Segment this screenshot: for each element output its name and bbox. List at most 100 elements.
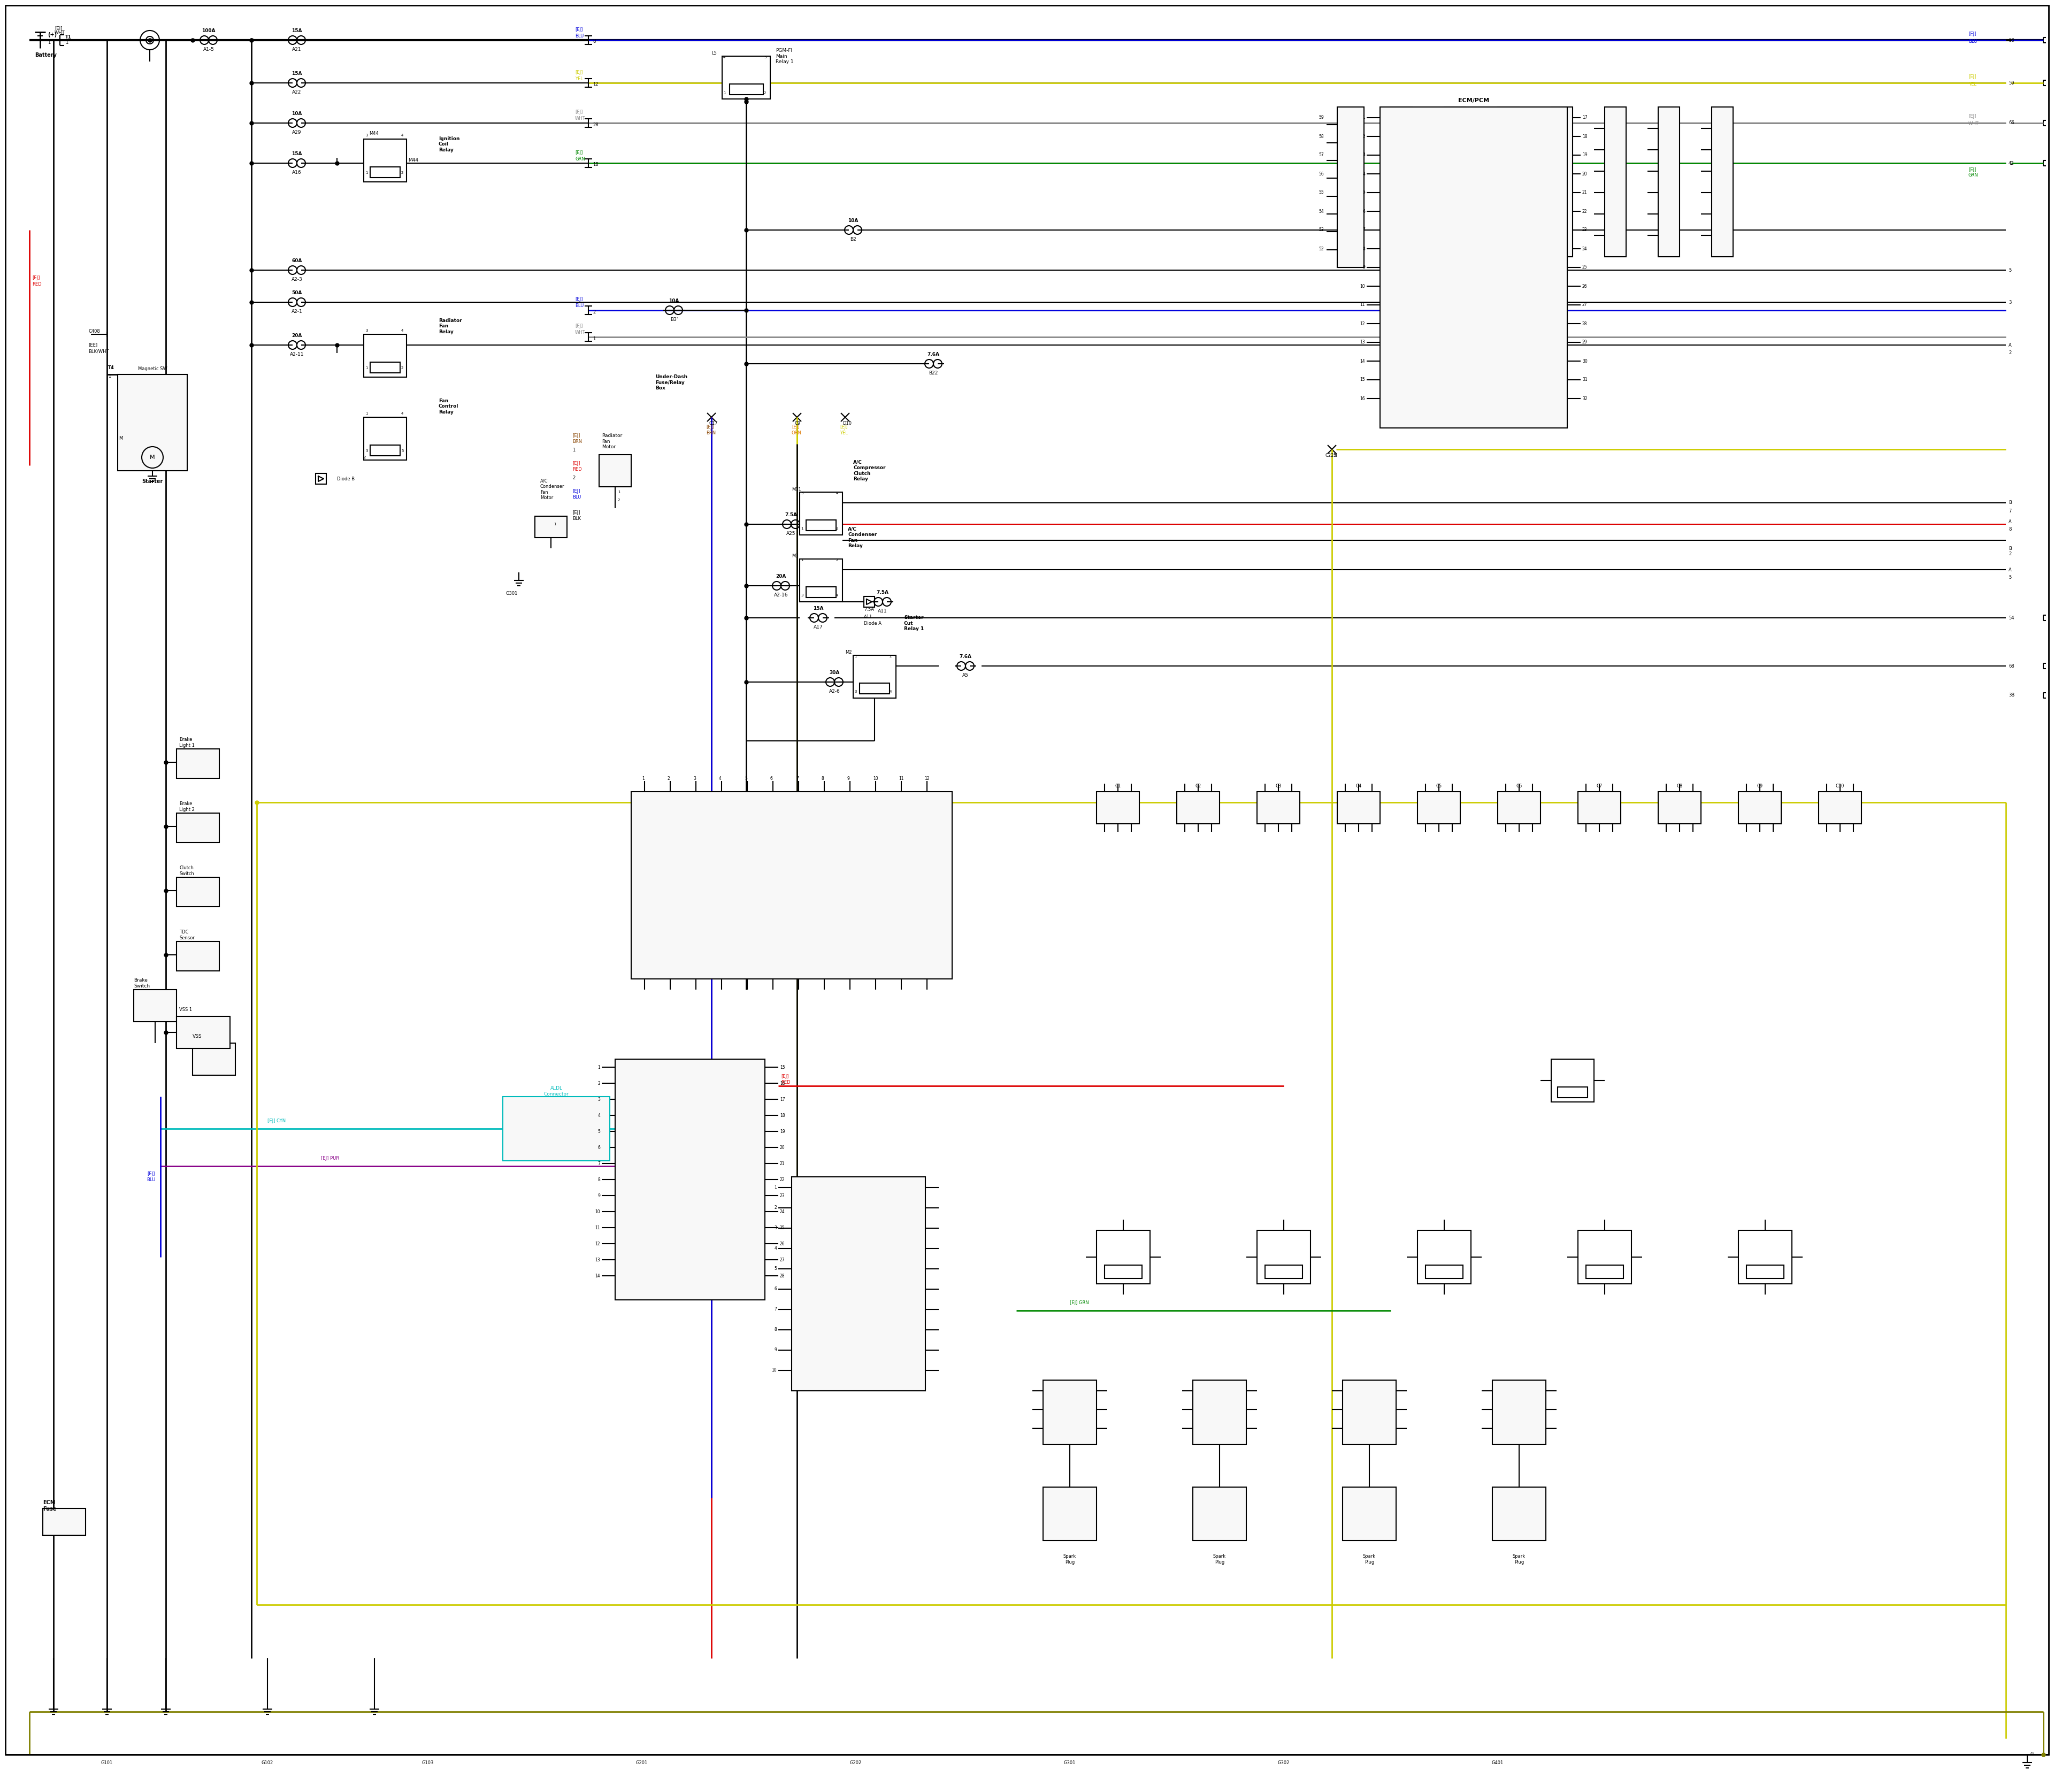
Bar (370, 362, 401, 373)
Bar (729, 84, 762, 95)
Text: [EJ] CYN: [EJ] CYN (267, 1118, 286, 1124)
Text: 20A: 20A (776, 573, 787, 579)
Text: [EJ]: [EJ] (575, 297, 583, 303)
Text: 4: 4 (1335, 453, 1337, 459)
Text: Starter
Cut
Relay 1: Starter Cut Relay 1 (904, 615, 924, 631)
Bar (1493, 1487, 1547, 1541)
Text: WHT: WHT (575, 330, 585, 335)
Text: 5: 5 (598, 1129, 600, 1134)
Bar (852, 656, 896, 699)
Text: A: A (2009, 520, 2011, 523)
Text: Diode A: Diode A (865, 620, 881, 625)
Text: 68: 68 (2009, 663, 2015, 668)
Text: 4: 4 (401, 330, 403, 332)
Text: C9: C9 (795, 421, 801, 426)
Text: [EJ]: [EJ] (1968, 115, 1976, 118)
Text: 15A: 15A (813, 606, 824, 611)
Text: Under-Dash
Fuse/Relay
Box: Under-Dash Fuse/Relay Box (655, 375, 688, 391)
Text: [EJ]
BLU: [EJ] BLU (573, 489, 581, 500)
Text: 30A: 30A (830, 670, 840, 676)
Text: [EJ]
ORN: [EJ] ORN (791, 425, 801, 435)
Text: 5: 5 (744, 776, 748, 781)
Text: [EJ] GRN: [EJ] GRN (1070, 1301, 1089, 1305)
Text: 66: 66 (2009, 120, 2015, 125)
Text: 3: 3 (801, 491, 803, 495)
Text: 3: 3 (801, 593, 803, 597)
Text: 5: 5 (401, 450, 403, 453)
Text: G401: G401 (1491, 1760, 1504, 1765)
Text: WHT: WHT (1968, 122, 1978, 127)
Text: ECM/PCM: ECM/PCM (1458, 99, 1489, 104)
Text: 12: 12 (596, 1242, 600, 1245)
Text: 2: 2 (2009, 552, 2011, 556)
Text: 10: 10 (1360, 283, 1366, 289)
Text: A17: A17 (813, 625, 824, 629)
Text: 1: 1 (618, 491, 620, 495)
Text: 1: 1 (366, 366, 368, 369)
Text: G103: G103 (421, 1760, 433, 1765)
Text: D10: D10 (842, 421, 852, 426)
Text: [EJ] PUR: [EJ] PUR (320, 1156, 339, 1161)
Bar (614, 1059, 764, 1299)
Text: 20: 20 (781, 1145, 785, 1150)
Bar (364, 335, 407, 376)
Text: G301: G301 (1064, 1760, 1076, 1765)
Text: 53: 53 (1319, 228, 1325, 233)
Text: 9: 9 (598, 1193, 600, 1199)
Bar (1343, 1380, 1397, 1444)
Text: 13: 13 (1360, 340, 1366, 344)
Text: 7: 7 (2009, 509, 2011, 513)
Text: M11: M11 (791, 487, 801, 491)
Text: G302: G302 (1278, 1760, 1290, 1765)
Text: 10: 10 (772, 1367, 776, 1373)
Text: 52: 52 (1319, 246, 1325, 251)
Text: WHT: WHT (55, 30, 66, 36)
Text: 25: 25 (781, 1226, 785, 1229)
Bar (1425, 1265, 1462, 1278)
Text: 16: 16 (1360, 396, 1366, 401)
Text: 7: 7 (1362, 228, 1366, 233)
Text: 11: 11 (900, 776, 904, 781)
Text: 1: 1 (573, 448, 575, 453)
Text: [EJ]: [EJ] (575, 109, 583, 115)
Text: C5: C5 (1436, 783, 1442, 788)
Text: 3: 3 (854, 690, 857, 694)
Text: C3: C3 (1276, 783, 1282, 788)
Bar (1343, 1487, 1397, 1541)
Text: Brake
Light 2: Brake Light 2 (179, 801, 195, 812)
Text: 14: 14 (1360, 358, 1366, 364)
Text: 28: 28 (1582, 321, 1588, 326)
Text: 31: 31 (1582, 378, 1588, 382)
Text: A/C
Condenser
Fan
Motor: A/C Condenser Fan Motor (540, 478, 565, 500)
Text: A2-1: A2-1 (292, 310, 302, 314)
Text: 28: 28 (781, 1274, 785, 1278)
Text: C7: C7 (1596, 783, 1602, 788)
Text: 2: 2 (594, 310, 596, 314)
Bar (1551, 1059, 1594, 1102)
Text: C225: C225 (1325, 453, 1337, 459)
Text: A11: A11 (865, 615, 873, 620)
Text: 18: 18 (594, 163, 598, 167)
Text: 17: 17 (781, 1097, 785, 1102)
Text: RED: RED (33, 281, 41, 287)
Text: 5: 5 (774, 1267, 776, 1271)
Text: [EJ]: [EJ] (1968, 30, 1976, 36)
Bar (1604, 108, 1627, 256)
Text: 4: 4 (598, 1113, 600, 1118)
Text: 26: 26 (1582, 283, 1588, 289)
Text: A2-16: A2-16 (774, 593, 789, 597)
Text: A22: A22 (292, 90, 302, 95)
Text: A11: A11 (877, 609, 887, 613)
Text: [EJ]: [EJ] (575, 70, 583, 75)
Bar (1193, 1487, 1247, 1541)
Text: 1: 1 (366, 172, 368, 174)
Text: WHT: WHT (575, 116, 585, 122)
Text: Diode B: Diode B (337, 477, 355, 482)
Bar (1380, 108, 1567, 428)
Text: 7: 7 (797, 776, 799, 781)
Text: ECM
Fuse: ECM Fuse (43, 1500, 55, 1512)
Bar (1586, 1265, 1623, 1278)
Text: G101: G101 (101, 1760, 113, 1765)
Text: A25: A25 (787, 530, 795, 536)
Text: 54: 54 (1319, 210, 1325, 213)
